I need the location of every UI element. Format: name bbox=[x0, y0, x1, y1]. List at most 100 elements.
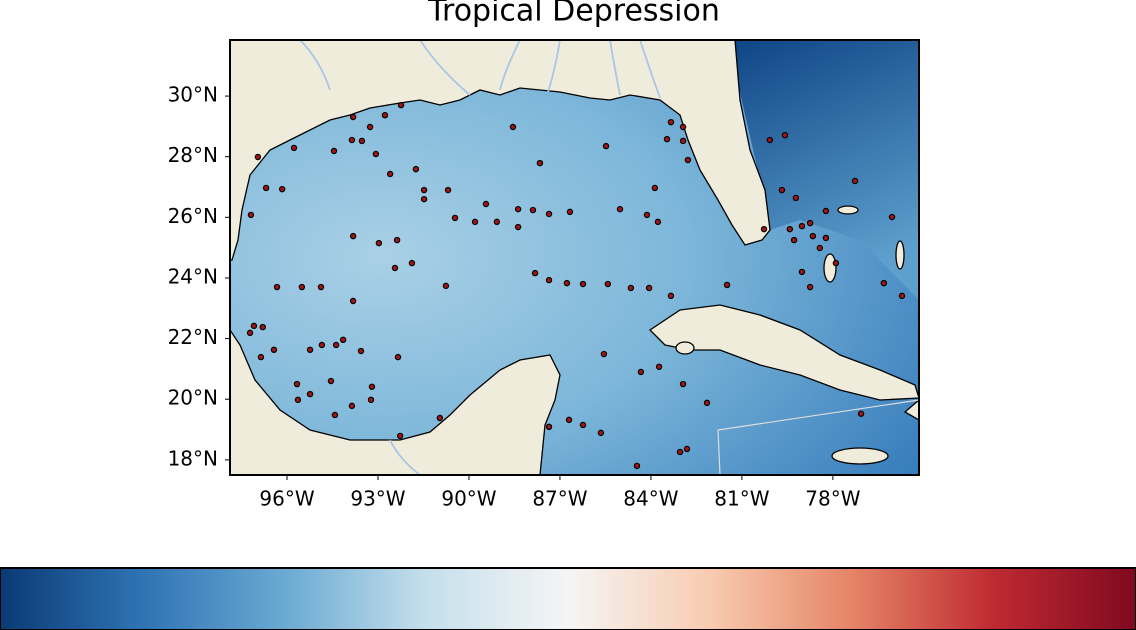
storm-point bbox=[330, 147, 338, 155]
y-tick-label: 22°N bbox=[168, 325, 218, 349]
storm-point bbox=[493, 218, 501, 226]
storm-point bbox=[436, 414, 444, 422]
storm-point bbox=[471, 218, 479, 226]
storm-point bbox=[604, 280, 612, 288]
storm-point bbox=[667, 292, 675, 300]
colorbar bbox=[0, 567, 1136, 630]
storm-point bbox=[397, 101, 405, 109]
storm-point bbox=[246, 329, 254, 337]
storm-point bbox=[643, 211, 651, 219]
storm-point bbox=[832, 259, 840, 267]
storm-point bbox=[358, 137, 366, 145]
y-tick-label: 28°N bbox=[168, 143, 218, 167]
storm-point bbox=[822, 207, 830, 215]
storm-point bbox=[627, 284, 635, 292]
x-tick-label: 93°W bbox=[350, 487, 405, 511]
storm-point bbox=[798, 222, 806, 230]
storm-point bbox=[663, 135, 671, 143]
storm-point bbox=[563, 279, 571, 287]
storm-point bbox=[545, 423, 553, 431]
storm-point bbox=[444, 186, 452, 194]
storm-point bbox=[676, 448, 684, 456]
storm-point bbox=[270, 346, 278, 354]
storm-point bbox=[597, 429, 605, 437]
x-tick-label: 81°W bbox=[714, 487, 769, 511]
storm-point bbox=[482, 200, 490, 208]
storm-point bbox=[723, 281, 731, 289]
y-tick-label: 18°N bbox=[168, 446, 218, 470]
storm-point bbox=[565, 416, 573, 424]
river bbox=[299, 40, 661, 475]
storm-point bbox=[250, 322, 258, 330]
storm-point bbox=[898, 292, 906, 300]
x-tick-label: 84°W bbox=[623, 487, 678, 511]
storm-point bbox=[306, 346, 314, 354]
storm-point bbox=[349, 297, 357, 305]
storm-point bbox=[442, 282, 450, 290]
storm-point bbox=[806, 283, 814, 291]
storm-point bbox=[683, 445, 691, 453]
north-america-coast bbox=[230, 40, 771, 261]
storm-point bbox=[254, 153, 262, 161]
storm-point bbox=[273, 283, 281, 291]
storm-point bbox=[451, 214, 459, 222]
x-tick-label: 78°W bbox=[805, 487, 860, 511]
hispaniola-edge bbox=[903, 399, 919, 421]
storm-point bbox=[259, 323, 266, 331]
storm-point bbox=[348, 402, 356, 410]
storm-point bbox=[420, 195, 428, 203]
storm-point bbox=[679, 137, 687, 145]
storm-point bbox=[247, 211, 255, 219]
storm-point bbox=[536, 159, 544, 167]
storm-point bbox=[545, 276, 553, 284]
atlantic bbox=[728, 40, 919, 300]
storm-point bbox=[306, 390, 314, 398]
storm-point bbox=[348, 136, 356, 144]
storm-point bbox=[391, 264, 399, 272]
bahamas-island bbox=[837, 205, 859, 215]
storm-point bbox=[372, 150, 380, 158]
storm-point bbox=[798, 268, 806, 276]
storm-point bbox=[790, 236, 798, 244]
cuba bbox=[648, 304, 919, 401]
x-tick-label: 96°W bbox=[259, 487, 314, 511]
storm-point bbox=[684, 156, 692, 164]
bahamas-island bbox=[895, 240, 905, 270]
storm-point bbox=[654, 218, 662, 226]
storm-point bbox=[298, 283, 306, 291]
storm-point bbox=[857, 410, 865, 417]
storm-point bbox=[766, 136, 773, 144]
storm-point bbox=[294, 396, 302, 404]
storm-point bbox=[349, 232, 357, 240]
storm-point bbox=[408, 259, 416, 267]
storm-point bbox=[386, 170, 394, 178]
x-tick-label: 90°W bbox=[441, 487, 496, 511]
storm-point bbox=[703, 399, 711, 407]
chart-title: Tropical Depression bbox=[427, 0, 720, 29]
x-tick-label: 87°W bbox=[532, 487, 587, 511]
storm-point bbox=[278, 185, 286, 193]
y-tick-label: 24°N bbox=[168, 264, 218, 288]
border bbox=[717, 399, 919, 475]
storm-point bbox=[781, 131, 789, 139]
storm-point bbox=[786, 225, 794, 233]
storm-point bbox=[778, 186, 786, 194]
y-tick-label: 30°N bbox=[168, 83, 218, 107]
storm-point bbox=[366, 123, 374, 131]
storm-point bbox=[880, 279, 888, 287]
storm-point bbox=[679, 123, 687, 131]
storm-point bbox=[851, 177, 859, 185]
storm-point bbox=[792, 194, 800, 202]
storm-point bbox=[809, 232, 817, 240]
storm-point bbox=[816, 244, 824, 252]
storm-point bbox=[381, 111, 389, 119]
storm-point bbox=[514, 205, 522, 213]
storm-point bbox=[394, 353, 402, 361]
storm-point bbox=[888, 213, 896, 221]
storm-point bbox=[822, 234, 830, 242]
storm-point bbox=[531, 269, 539, 277]
jamaica bbox=[831, 447, 889, 465]
storm-point bbox=[367, 396, 375, 404]
storm-point bbox=[509, 123, 517, 131]
storm-point bbox=[327, 377, 335, 385]
